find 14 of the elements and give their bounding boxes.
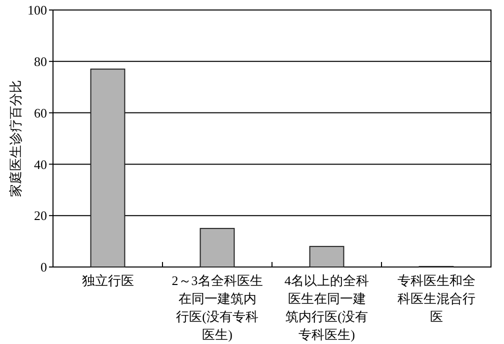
- x-tick-label: 4名以上的全科医生在同一建筑内行医(没有专科医生): [284, 273, 369, 342]
- y-axis-title: 家庭医生诊疗百分比: [8, 80, 23, 197]
- y-tick-label: 100: [28, 2, 47, 18]
- bar: [200, 228, 235, 268]
- x-tick-label: 2～3名全科医生在同一建筑内行医(没有专科医生): [172, 273, 263, 342]
- x-tick-label: 独立行医: [82, 273, 134, 288]
- x-tick-label: 专科医生和全科医生混合行医: [397, 273, 476, 324]
- bar: [90, 68, 126, 268]
- y-tick-label: 60: [34, 105, 47, 120]
- y-tick-label: 40: [34, 156, 47, 172]
- y-tick-label: 80: [34, 54, 47, 69]
- y-tick-label: 0: [40, 260, 47, 275]
- bar: [309, 246, 344, 268]
- y-tick-label: 20: [34, 208, 47, 224]
